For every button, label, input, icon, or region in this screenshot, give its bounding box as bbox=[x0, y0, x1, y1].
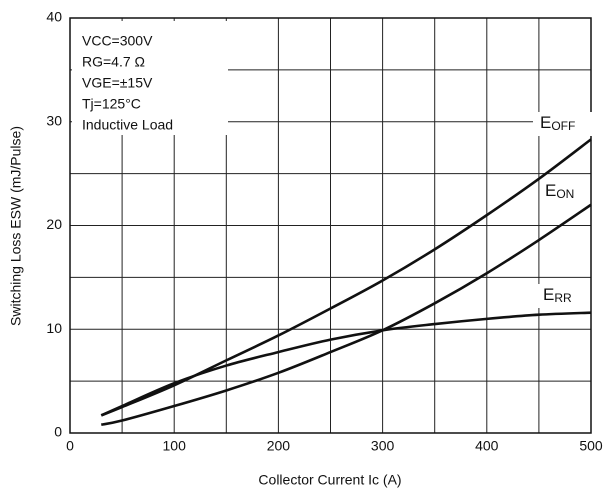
line-series bbox=[101, 203, 592, 426]
x-tick-label: 400 bbox=[475, 438, 499, 454]
line-series bbox=[100, 311, 592, 417]
legend-background bbox=[538, 284, 588, 308]
y-axis-label: Switching Loss ESW (mJ/Pulse) bbox=[8, 126, 24, 326]
series-label-main: E bbox=[545, 181, 556, 200]
annotation-box bbox=[72, 21, 228, 135]
series-label: EOFF bbox=[540, 113, 575, 133]
x-tick-label: 200 bbox=[267, 438, 291, 454]
series-label-sub: RR bbox=[554, 291, 572, 305]
series-label-main: E bbox=[543, 285, 554, 304]
annotation: Inductive Load bbox=[82, 117, 173, 133]
y-tick-label: 20 bbox=[46, 216, 62, 232]
line-series bbox=[100, 138, 592, 417]
legend-background bbox=[540, 180, 590, 204]
x-tick-label: 500 bbox=[579, 438, 603, 454]
series-label: EON bbox=[545, 181, 574, 201]
plot-frame bbox=[69, 17, 592, 434]
x-tick-label: 0 bbox=[66, 438, 74, 454]
x-tick-label: 300 bbox=[371, 438, 395, 454]
annotation: VCC=300V bbox=[82, 33, 153, 49]
y-tick-label: 0 bbox=[54, 424, 62, 440]
x-axis-label: Collector Current Ic (A) bbox=[258, 472, 401, 488]
series-label-sub: ON bbox=[556, 187, 574, 201]
annotation: RG=4.7 Ω bbox=[82, 54, 145, 70]
series-label: ERR bbox=[543, 285, 572, 305]
y-tick-label: 40 bbox=[46, 9, 62, 25]
annotation: VGE=±15V bbox=[82, 75, 153, 91]
series-label-sub: OFF bbox=[551, 119, 575, 133]
series-label-main: E bbox=[540, 113, 551, 132]
y-tick-label: 10 bbox=[46, 320, 62, 336]
x-tick-label: 100 bbox=[163, 438, 187, 454]
annotation: Tj=125°C bbox=[82, 96, 141, 112]
y-tick-label: 30 bbox=[46, 112, 62, 128]
legend-background bbox=[533, 112, 593, 136]
